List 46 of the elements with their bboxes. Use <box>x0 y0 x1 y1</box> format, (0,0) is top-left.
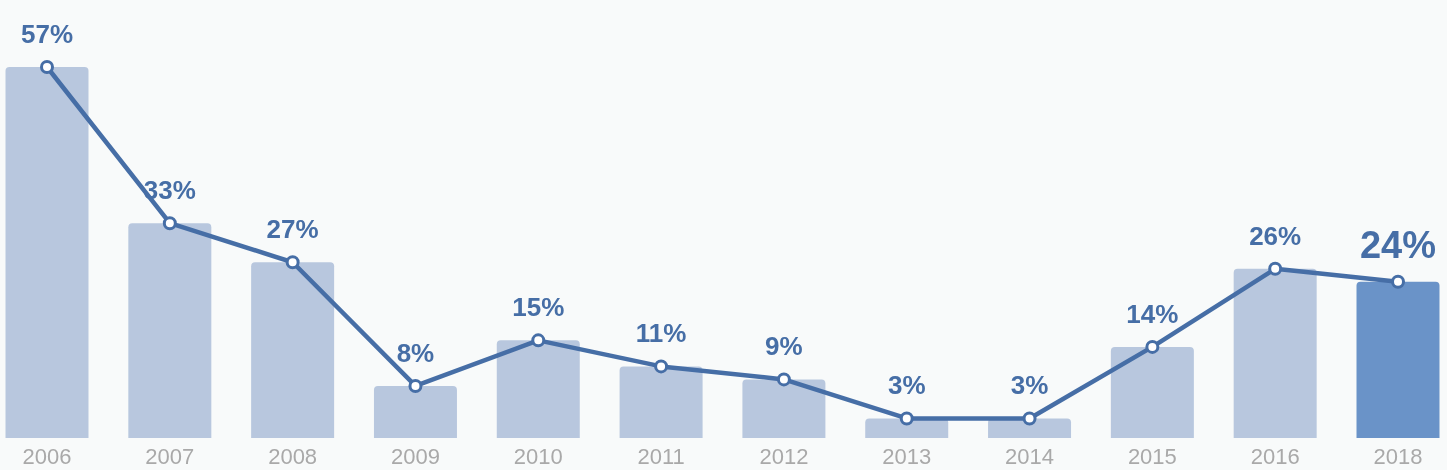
data-label: 33% <box>143 175 196 206</box>
data-label: 24% <box>1359 223 1437 266</box>
bar <box>373 385 457 438</box>
x-tick-label: 2014 <box>1005 444 1055 469</box>
x-tick-label: 2015 <box>1127 444 1177 469</box>
point <box>162 216 177 231</box>
point <box>1145 339 1160 354</box>
x-tick-label: 2006 <box>22 444 72 469</box>
data-label: 57% <box>20 19 74 49</box>
point <box>1268 261 1283 276</box>
point <box>408 378 423 393</box>
bar <box>1356 281 1440 438</box>
point <box>1022 411 1037 426</box>
bar <box>251 262 335 438</box>
point <box>899 411 914 426</box>
x-tick-label: 2008 <box>268 444 318 469</box>
data-label: 14% <box>1126 298 1179 329</box>
x-tick-label: 2011 <box>637 444 685 469</box>
point <box>40 60 54 74</box>
x-tick-label: 2012 <box>759 444 809 469</box>
bar <box>128 223 212 438</box>
x-tick-label: 2016 <box>1250 444 1300 469</box>
bar <box>619 366 703 438</box>
bar <box>5 67 89 438</box>
x-tick-label: 2009 <box>390 444 440 469</box>
point <box>654 359 669 374</box>
x-tick-label: 2007 <box>145 444 195 469</box>
bar <box>742 379 826 438</box>
data-label: 9% <box>765 331 803 362</box>
data-label: 15% <box>512 292 565 323</box>
data-label: 11% <box>635 318 687 349</box>
x-tick-label: 2013 <box>882 444 932 469</box>
data-label: 26% <box>1249 220 1302 251</box>
point <box>531 333 546 348</box>
bar <box>1110 346 1194 438</box>
point <box>1391 274 1405 289</box>
data-label: 8% <box>396 337 435 368</box>
data-label: 27% <box>266 214 319 245</box>
point <box>776 372 791 387</box>
x-tick-label: 2018 <box>1373 444 1423 469</box>
data-label: 3% <box>1010 370 1049 401</box>
x-tick-label: 2010 <box>513 444 563 469</box>
bar <box>496 340 580 438</box>
bar <box>1233 268 1317 438</box>
point <box>285 255 300 270</box>
data-label: 3% <box>887 370 926 401</box>
